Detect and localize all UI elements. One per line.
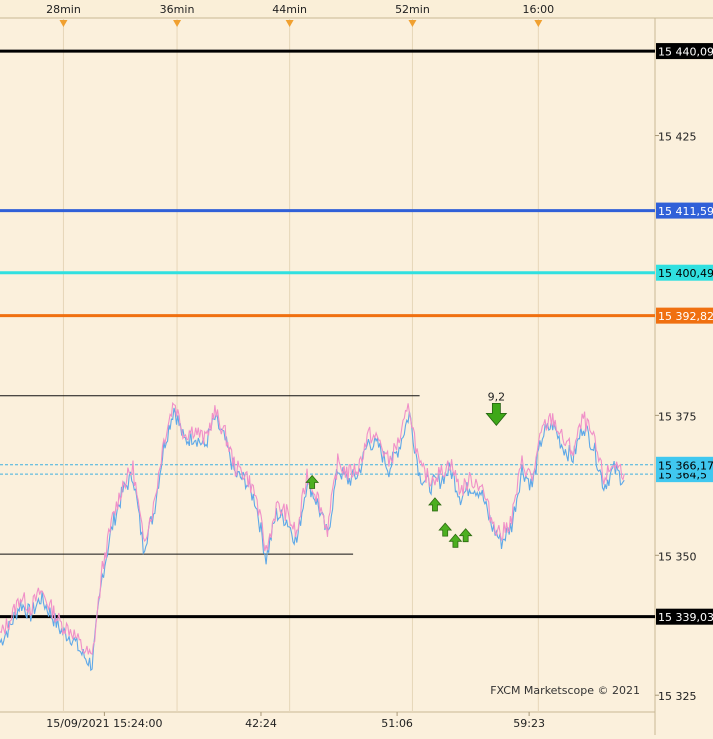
price-level-label-bg xyxy=(656,307,713,324)
time-marker-icon xyxy=(59,20,68,27)
top-time-axis xyxy=(0,0,713,18)
watermark: FXCM Marketscope © 2021 xyxy=(490,684,640,697)
time-marker-icon xyxy=(173,20,182,27)
price-level-label-bg xyxy=(656,43,713,60)
price-level-label: 15 411,59 xyxy=(658,205,713,218)
price-level-label: 15 339,03 xyxy=(658,611,713,624)
bottom-time-tick-label: 42:24 xyxy=(245,717,277,730)
buy-signal-arrow-icon[interactable] xyxy=(458,528,473,543)
top-time-tick-label: 36min xyxy=(160,3,195,16)
buy-signal-arrow-icon[interactable] xyxy=(448,533,463,548)
top-time-tick-label: 28min xyxy=(46,3,81,16)
time-marker-icon xyxy=(408,20,417,27)
top-time-tick-label: 44min xyxy=(272,3,307,16)
price-level-label-bg xyxy=(656,202,713,219)
price-series-line xyxy=(0,401,625,655)
price-level-label-bg xyxy=(656,608,713,625)
price-tick-label: 15 375 xyxy=(658,410,697,423)
price-level-label-bg xyxy=(656,264,713,281)
top-time-tick-label: 52min xyxy=(395,3,430,16)
buy-signal-arrow-icon[interactable] xyxy=(428,497,442,512)
buy-signal-arrow-icon[interactable] xyxy=(438,522,453,537)
current-price-label-bg xyxy=(656,456,713,473)
buy-signal-arrow-icon[interactable] xyxy=(305,474,320,489)
bottom-time-tick-label: 51:06 xyxy=(381,717,413,730)
price-level-label: 15 392,82 xyxy=(658,310,713,323)
bottom-time-tick-label: 15/09/2021 15:24:00 xyxy=(46,717,162,730)
time-marker-icon xyxy=(285,20,294,27)
signal-label: 9,2 xyxy=(488,390,506,403)
price-tick-label: 15 325 xyxy=(658,690,697,703)
price-level-label: 15 400,49 xyxy=(658,267,713,280)
price-tick-label: 15 350 xyxy=(658,550,697,563)
bottom-time-tick-label: 59:23 xyxy=(513,717,545,730)
top-time-tick-label: 16:00 xyxy=(522,3,554,16)
current-price-label: 15 366,17 xyxy=(658,459,713,472)
sell-signal-arrow-icon[interactable] xyxy=(485,402,508,426)
price-tick-label: 15 425 xyxy=(658,131,697,144)
price-level-label: 15 440,09 xyxy=(658,46,713,59)
time-marker-icon xyxy=(534,20,543,27)
